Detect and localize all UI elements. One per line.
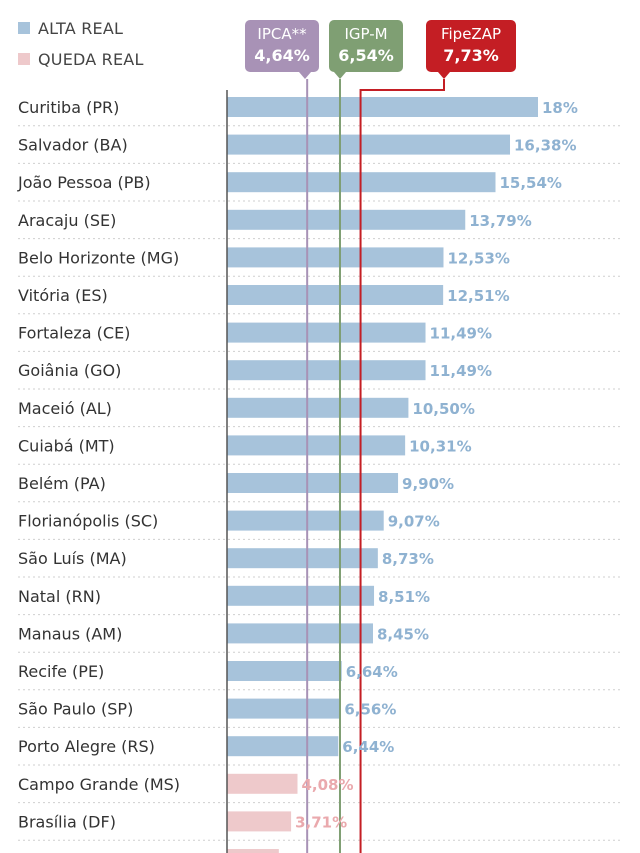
category-label: Manaus (AM) [18, 624, 122, 643]
bar [227, 661, 342, 681]
category-label: Porto Alegre (RS) [18, 737, 155, 756]
category-label: São Paulo (SP) [18, 700, 133, 719]
fipezap-reference-box: FipeZAP 7,73% [426, 20, 516, 72]
value-label: 13,79% [469, 212, 531, 230]
bar [227, 97, 538, 117]
ipca-reference-name: IPCA** [257, 25, 307, 43]
bar [227, 585, 375, 606]
bar [227, 736, 339, 757]
bar [227, 397, 409, 418]
value-label: 16,38% [514, 137, 576, 155]
category-label: Cuiabá (MT) [18, 436, 115, 455]
legend-swatch-down [18, 53, 30, 65]
value-label: 6,44% [342, 738, 394, 756]
fipezap-reference-name: FipeZAP [440, 25, 502, 43]
category-label: São Luís (MA) [18, 549, 127, 568]
bar [227, 247, 444, 268]
bar [227, 322, 426, 343]
bars-group [227, 97, 538, 853]
bar [227, 623, 373, 644]
bar [227, 698, 341, 719]
bar [227, 773, 298, 794]
category-label: Brasília (DF) [18, 812, 116, 831]
igpm-reference-pointer [334, 72, 346, 79]
ipca-reference-pointer [299, 72, 311, 79]
legend-label-up: ALTA REAL [38, 18, 124, 38]
fipezap-reference-value: 7,73% [443, 46, 499, 65]
category-label: Salvador (BA) [18, 136, 128, 155]
value-label: 3,71% [295, 813, 347, 831]
value-label: 12,53% [447, 249, 509, 267]
value-label: 8,51% [378, 588, 430, 606]
category-label: Natal (RN) [18, 587, 101, 606]
legend-item-up: ALTA REAL [18, 17, 123, 39]
category-label: Goiânia (GO) [18, 361, 121, 380]
category-label: Campo Grande (MS) [18, 775, 180, 794]
category-label: Belo Horizonte (MG) [18, 248, 179, 267]
fipezap-reference-line [359, 79, 445, 853]
igpm-reference-name: IGP-M [344, 25, 388, 43]
value-label: 11,49% [430, 325, 492, 343]
bar [227, 209, 466, 230]
value-label: 8,45% [377, 625, 429, 643]
igpm-reference-box: IGP-M 6,54% [329, 20, 403, 72]
fipezap-reference-pointer [438, 72, 450, 79]
value-label: 11,49% [430, 362, 492, 380]
category-label: Recife (PE) [18, 662, 104, 681]
value-label: 15,54% [499, 174, 561, 192]
value-label: 12,51% [447, 287, 509, 305]
category-label: João Pessoa (PB) [17, 173, 151, 192]
igpm-reference-value: 6,54% [338, 46, 394, 65]
bar [227, 134, 511, 155]
category-label: Belém (PA) [18, 474, 106, 493]
bar [227, 473, 399, 493]
category-label: Curitiba (PR) [18, 98, 119, 117]
value-label: 18% [542, 99, 578, 117]
legend-label-down: QUEDA REAL [38, 49, 144, 69]
category-label: Rio de Janeiro (RJ) [18, 850, 162, 853]
value-label: 9,07% [388, 513, 440, 531]
bar [227, 510, 384, 531]
ipca-reference-value: 4,64% [254, 46, 310, 65]
legend-swatch-up [18, 22, 30, 34]
ipca-reference-box: IPCA** 4,64% [245, 20, 319, 72]
value-label: 10,31% [409, 437, 471, 455]
bar [227, 849, 279, 853]
value-label: 8,73% [382, 550, 434, 568]
bar [227, 285, 444, 305]
legend-item-down: QUEDA REAL [18, 48, 144, 70]
labels-group: Curitiba (PR) 18% Salvador (BA) 16,38% João … [17, 98, 578, 853]
category-label: Aracaju (SE) [18, 211, 116, 230]
value-label: 9,90% [402, 475, 454, 493]
value-label: 4,08% [301, 776, 353, 794]
bar [227, 811, 292, 832]
category-label: Florianópolis (SC) [18, 512, 158, 531]
bar [227, 435, 406, 456]
value-label: 6,64% [346, 663, 398, 681]
category-label: Maceió (AL) [18, 399, 112, 418]
value-label: 6,56% [344, 701, 396, 719]
category-label: Vitória (ES) [18, 286, 108, 305]
bar [227, 360, 426, 381]
value-label: 10,50% [412, 400, 474, 418]
bar [227, 548, 378, 569]
category-label: Fortaleza (CE) [18, 324, 130, 343]
